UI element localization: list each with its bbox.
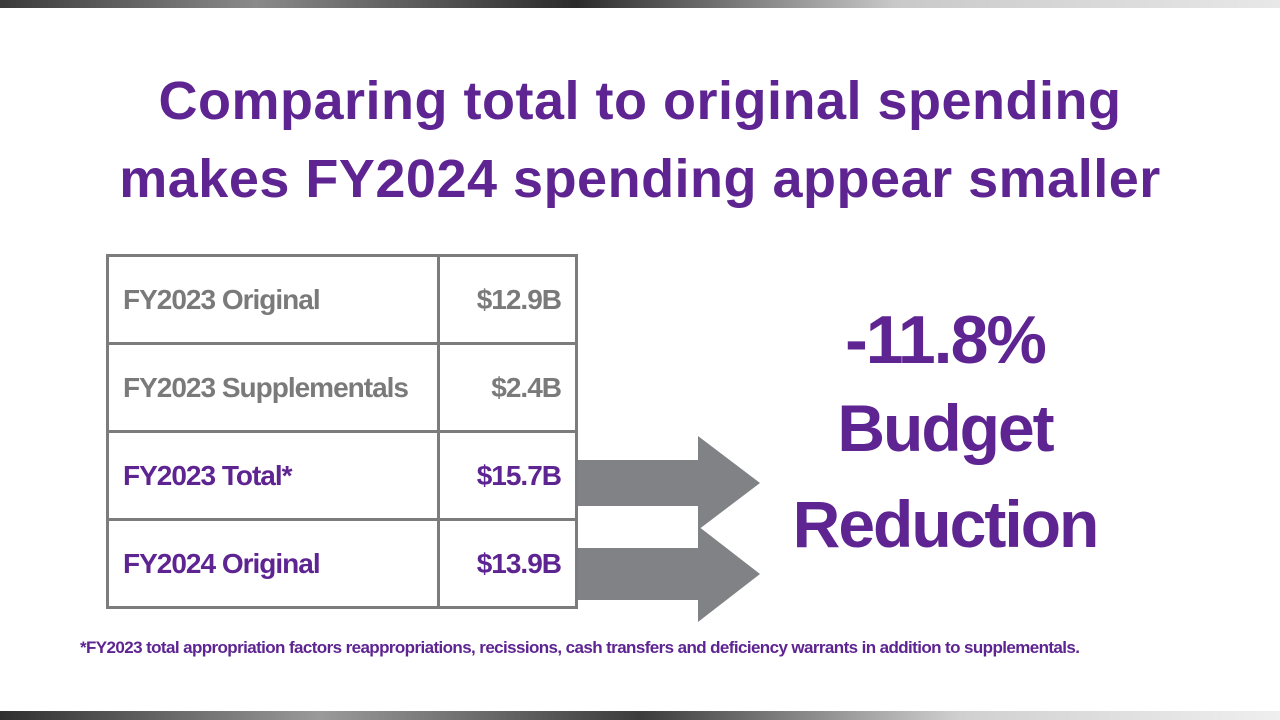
row-label: FY2023 Supplementals bbox=[106, 342, 440, 433]
table-row: FY2023 Supplementals $2.4B bbox=[106, 342, 578, 433]
row-label: FY2024 Original bbox=[106, 518, 440, 609]
row-value: $2.4B bbox=[437, 342, 578, 433]
arrow-right-icon bbox=[578, 436, 760, 530]
budget-table: FY2023 Original $12.9B FY2023 Supplement… bbox=[106, 254, 578, 609]
title-line-2: makes FY2024 spending appear smaller bbox=[119, 149, 1161, 209]
reduction-percent: -11.8% bbox=[845, 302, 1047, 378]
table-row: FY2023 Total* $15.7B bbox=[106, 430, 578, 521]
bottom-photo-edge bbox=[0, 711, 1280, 720]
reduction-label-line-1: Budget bbox=[837, 391, 1054, 465]
arrow-right-icon bbox=[578, 526, 760, 622]
row-label: FY2023 Total* bbox=[106, 430, 440, 521]
reduction-callout: -11.8% Budget Reduction bbox=[780, 300, 1110, 572]
row-label: FY2023 Original bbox=[106, 254, 440, 345]
top-photo-edge bbox=[0, 0, 1280, 8]
row-value: $13.9B bbox=[437, 518, 578, 609]
arrows-graphic bbox=[578, 436, 760, 622]
reduction-label-line-2: Reduction bbox=[792, 487, 1100, 561]
table-row: FY2024 Original $13.9B bbox=[106, 518, 578, 609]
table-row: FY2023 Original $12.9B bbox=[106, 254, 578, 345]
footnote: *FY2023 total appropriation factors reap… bbox=[80, 638, 1080, 657]
slide-title: Comparing total to original spending mak… bbox=[40, 62, 1240, 218]
row-value: $15.7B bbox=[437, 430, 578, 521]
title-line-1: Comparing total to original spending bbox=[158, 71, 1122, 131]
row-value: $12.9B bbox=[437, 254, 578, 345]
